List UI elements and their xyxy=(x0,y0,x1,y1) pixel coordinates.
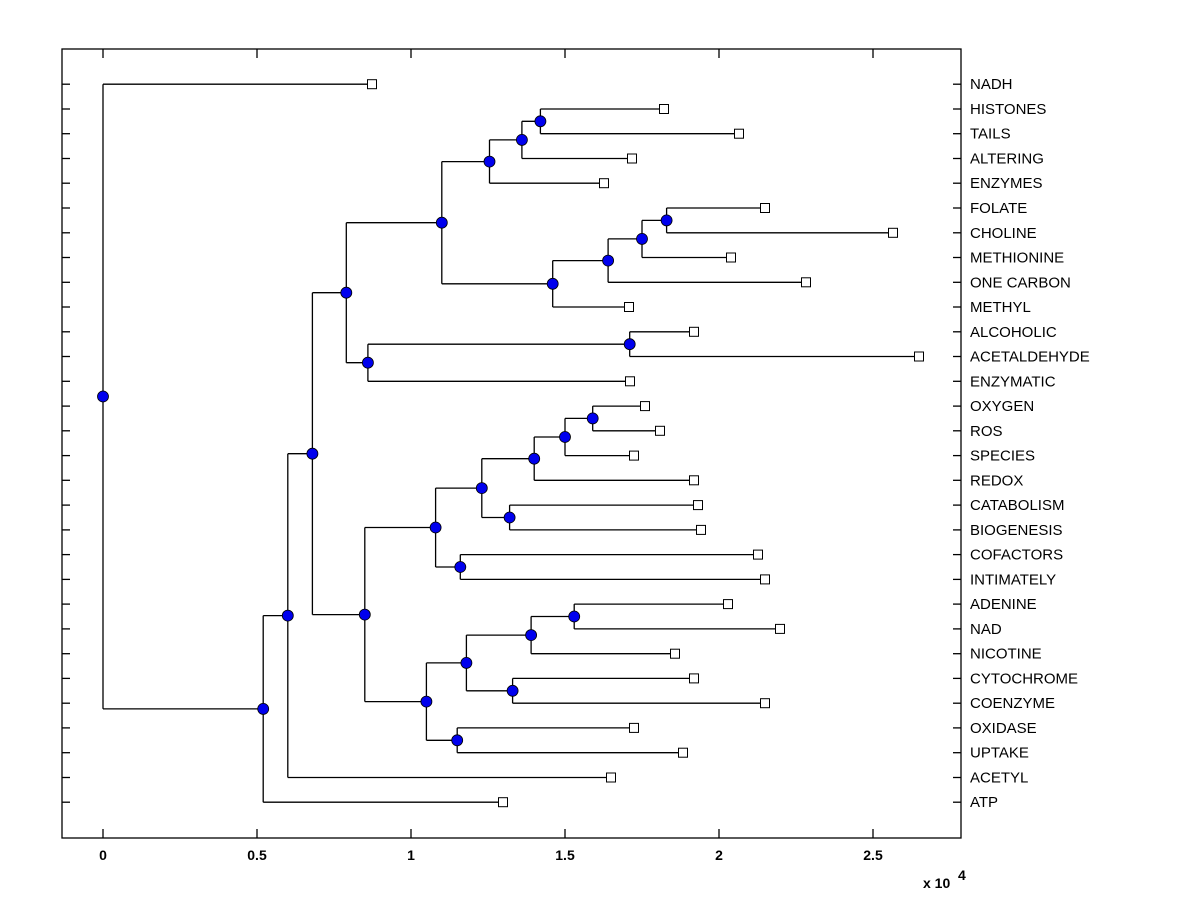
svg-text:NICOTINE: NICOTINE xyxy=(970,646,1042,663)
svg-text:METHYL: METHYL xyxy=(970,299,1031,316)
svg-text:ROS: ROS xyxy=(970,423,1003,440)
svg-text:INTIMATELY: INTIMATELY xyxy=(970,571,1056,588)
svg-text:1: 1 xyxy=(407,847,415,863)
svg-text:OXYGEN: OXYGEN xyxy=(970,398,1034,415)
svg-text:UPTAKE: UPTAKE xyxy=(970,745,1029,762)
svg-text:2.5: 2.5 xyxy=(863,847,883,863)
svg-text:SPECIES: SPECIES xyxy=(970,448,1035,465)
svg-text:1.5: 1.5 xyxy=(555,847,575,863)
svg-text:CATABOLISM: CATABOLISM xyxy=(970,497,1064,514)
svg-text:FOLATE: FOLATE xyxy=(970,200,1027,217)
svg-text:ALCOHOLIC: ALCOHOLIC xyxy=(970,324,1057,341)
svg-text:ALTERING: ALTERING xyxy=(970,151,1044,168)
svg-text:NAD: NAD xyxy=(970,621,1002,638)
svg-text:HISTONES: HISTONES xyxy=(970,101,1046,118)
svg-text:ACETYL: ACETYL xyxy=(970,770,1028,787)
svg-text:0.5: 0.5 xyxy=(247,847,267,863)
svg-text:ACETALDEHYDE: ACETALDEHYDE xyxy=(970,349,1090,366)
svg-text:NADH: NADH xyxy=(970,76,1013,93)
svg-text:TAILS: TAILS xyxy=(970,126,1011,143)
svg-text:x 10: x 10 xyxy=(923,875,950,891)
svg-text:ONE CARBON: ONE CARBON xyxy=(970,274,1071,291)
svg-text:0: 0 xyxy=(99,847,107,863)
svg-text:CYTOCHROME: CYTOCHROME xyxy=(970,670,1078,687)
svg-text:OXIDASE: OXIDASE xyxy=(970,720,1037,737)
svg-text:ADENINE: ADENINE xyxy=(970,596,1037,613)
svg-text:ENZYMATIC: ENZYMATIC xyxy=(970,373,1056,390)
svg-text:4: 4 xyxy=(958,867,966,883)
svg-text:CHOLINE: CHOLINE xyxy=(970,225,1037,242)
svg-text:ATP: ATP xyxy=(970,794,998,811)
svg-text:2: 2 xyxy=(715,847,723,863)
svg-text:METHIONINE: METHIONINE xyxy=(970,250,1064,267)
svg-text:ENZYMES: ENZYMES xyxy=(970,175,1043,192)
svg-text:REDOX: REDOX xyxy=(970,472,1023,489)
svg-text:BIOGENESIS: BIOGENESIS xyxy=(970,522,1063,539)
svg-text:COENZYME: COENZYME xyxy=(970,695,1055,712)
svg-text:COFACTORS: COFACTORS xyxy=(970,547,1063,564)
